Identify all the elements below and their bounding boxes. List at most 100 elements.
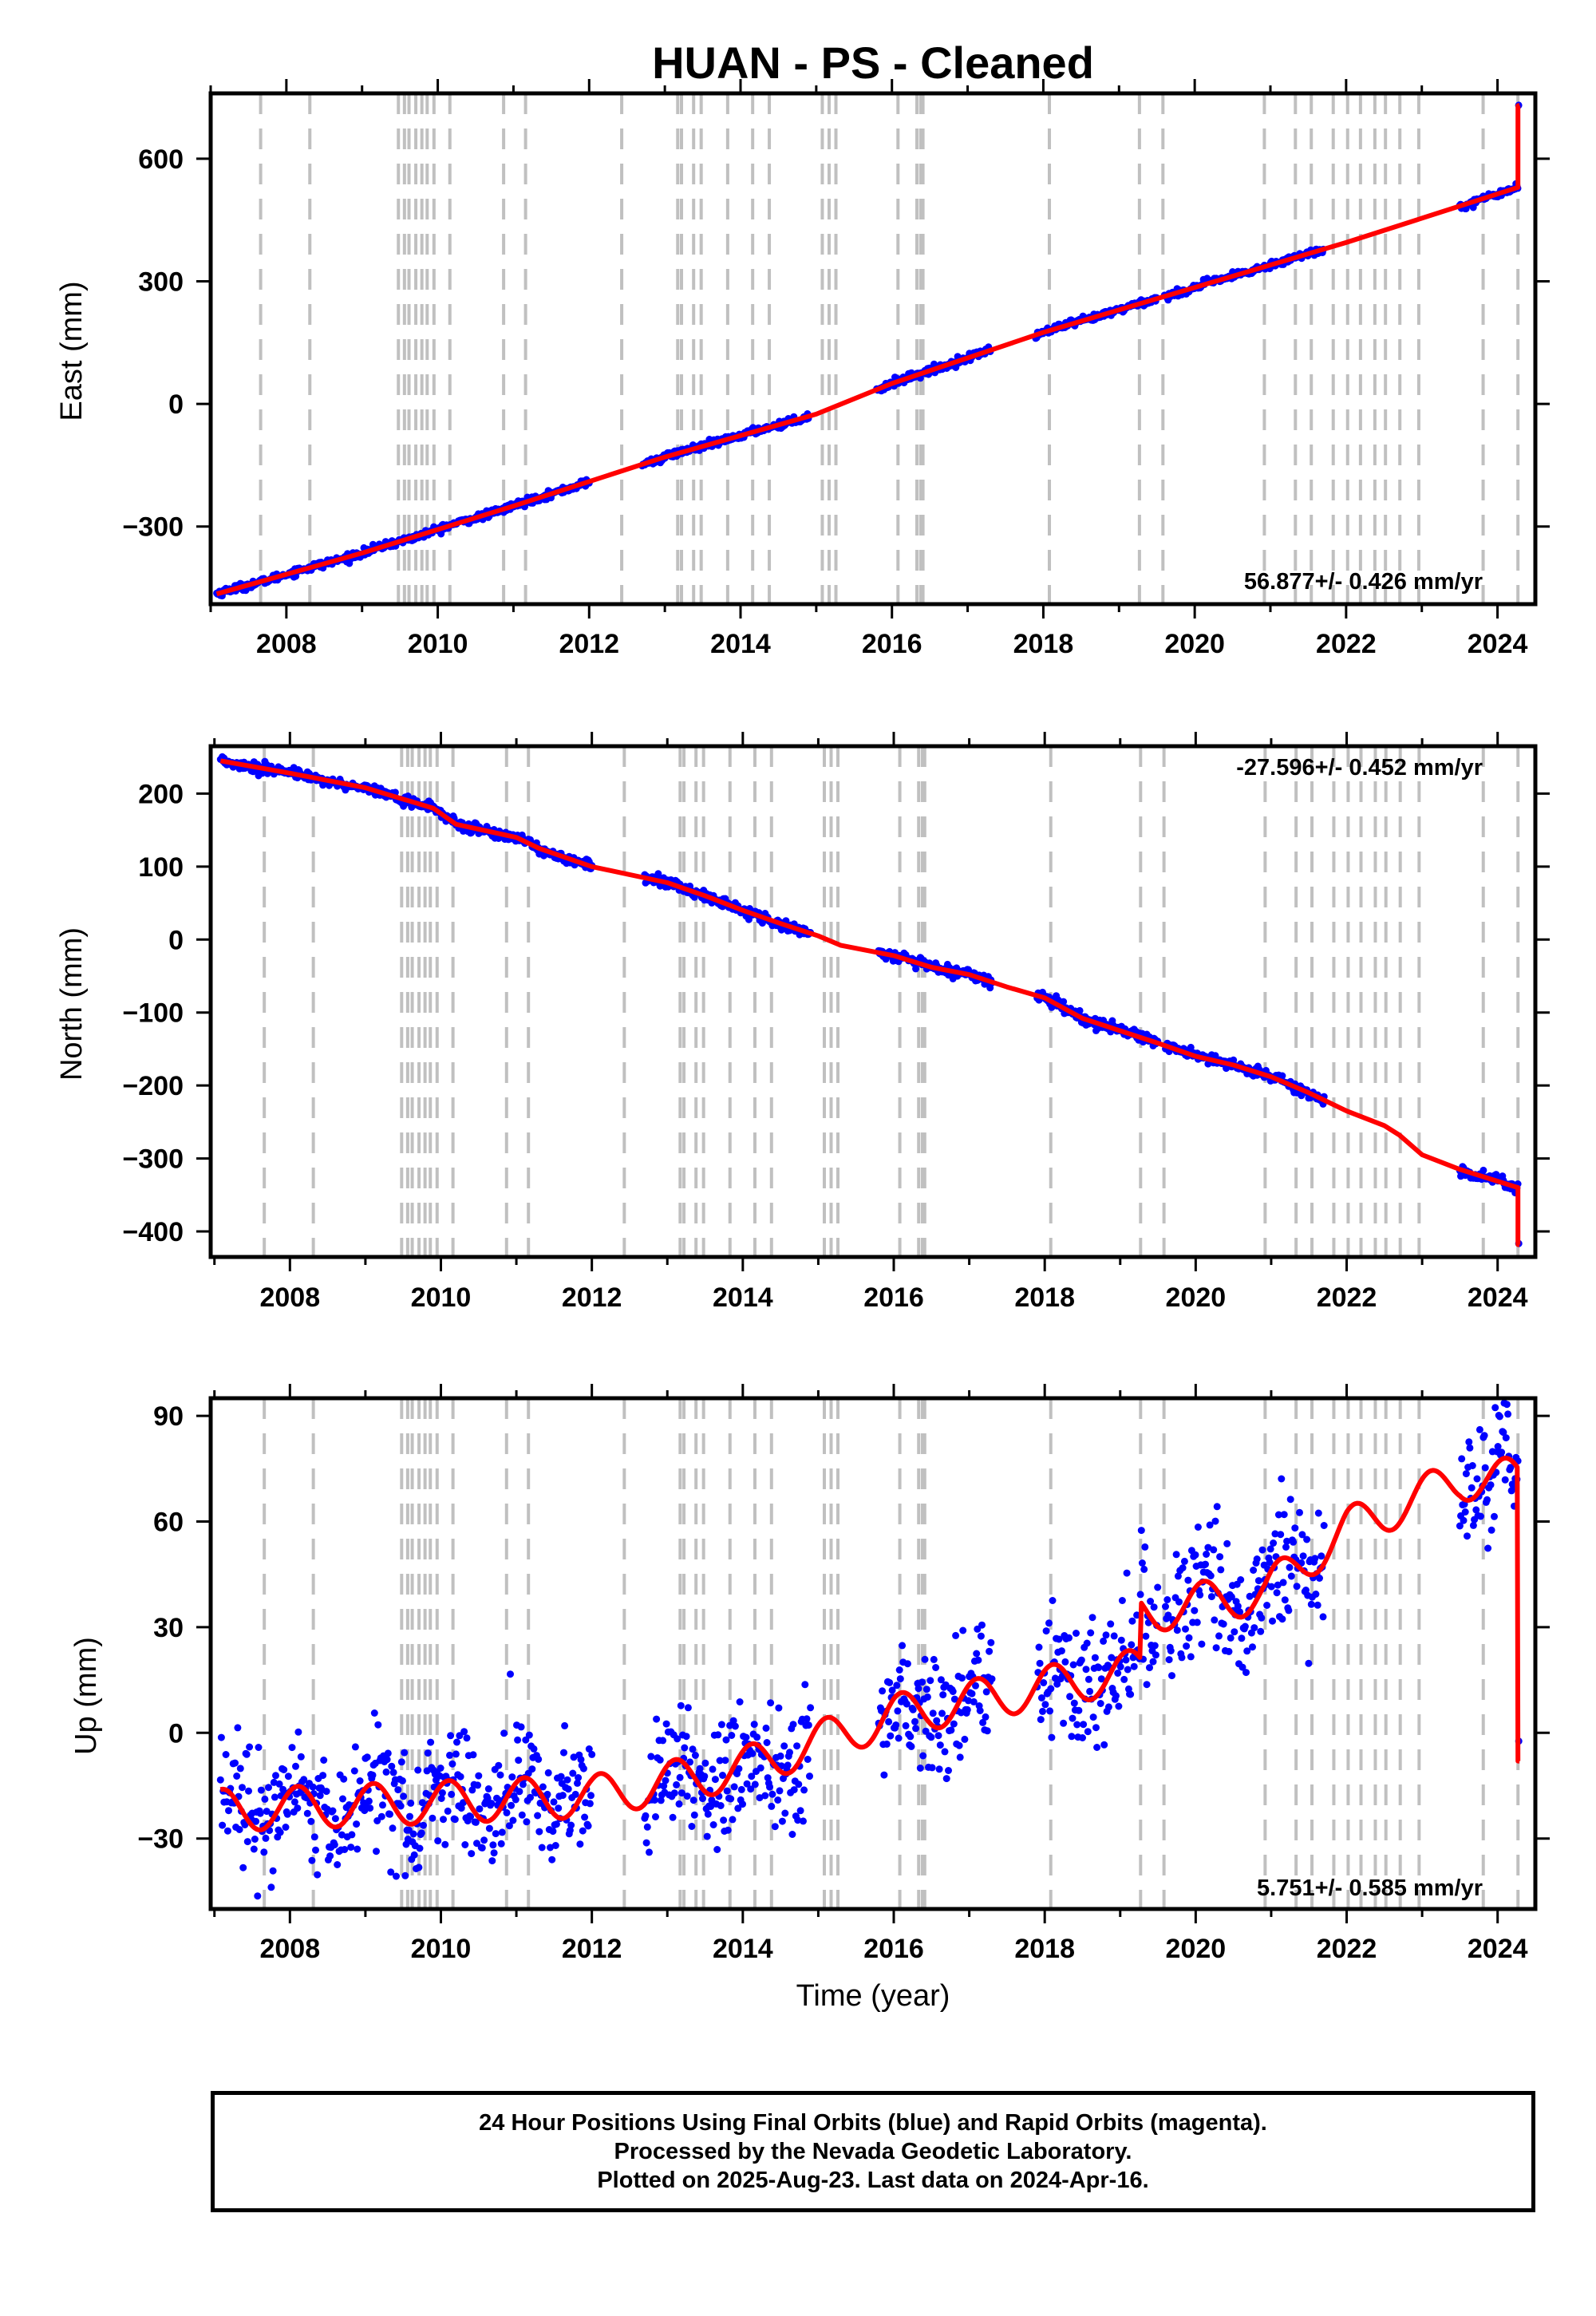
data-point: [1274, 1511, 1282, 1519]
data-point: [463, 1734, 471, 1742]
data-point: [369, 1771, 377, 1779]
data-point: [245, 1787, 252, 1795]
data-point: [1204, 1543, 1212, 1551]
data-point: [911, 1717, 918, 1725]
data-point: [569, 1769, 577, 1777]
data-point: [653, 1715, 661, 1723]
data-point: [707, 1803, 715, 1810]
data-point: [272, 1772, 279, 1780]
data-point: [1075, 1706, 1083, 1714]
data-point: [703, 1832, 711, 1840]
data-point: [514, 1736, 522, 1744]
data-point: [686, 1758, 694, 1766]
data-point: [716, 1757, 724, 1765]
data-point: [1286, 1563, 1294, 1571]
data-point: [1203, 1551, 1211, 1558]
data-point: [965, 1697, 972, 1705]
data-point: [939, 1691, 947, 1699]
data-point: [480, 1836, 488, 1844]
data-point: [539, 1783, 547, 1791]
up-plot-area: [216, 1398, 1523, 1909]
data-point: [1319, 1613, 1327, 1621]
data-point: [496, 1771, 504, 1779]
data-point: [796, 1807, 804, 1815]
data-point: [742, 1733, 750, 1741]
data-point: [1168, 1672, 1175, 1680]
data-point: [689, 1745, 697, 1753]
data-point: [507, 1670, 514, 1678]
data-point: [795, 1780, 803, 1788]
data-point: [775, 1704, 783, 1712]
data-point: [283, 1810, 291, 1818]
data-point: [902, 1721, 910, 1729]
data-point: [1495, 1413, 1503, 1421]
data-point: [488, 1857, 496, 1865]
footer-line-3: Plotted on 2025-Aug-23. Last data on 202…: [597, 2168, 1149, 2193]
data-point: [704, 1810, 712, 1818]
data-point: [916, 1765, 924, 1772]
data-point: [676, 1773, 684, 1781]
data-point: [350, 1767, 358, 1775]
data-point: [1266, 1545, 1274, 1553]
x-tick-label: 2008: [259, 1934, 320, 1964]
data-point: [1185, 1634, 1193, 1642]
data-point: [1151, 1642, 1159, 1650]
data-point: [1130, 1662, 1138, 1670]
data-point: [496, 1796, 504, 1804]
data-point: [982, 1713, 990, 1721]
data-point: [265, 1784, 272, 1792]
data-point: [495, 1761, 503, 1769]
data-point: [717, 1802, 725, 1809]
data-point: [535, 1755, 543, 1763]
data-point: [269, 1867, 277, 1875]
data-point: [1501, 1476, 1509, 1484]
data-point: [699, 1795, 706, 1803]
data-point: [544, 1769, 552, 1777]
data-point: [926, 1677, 934, 1685]
data-point: [267, 1883, 275, 1891]
data-point: [983, 1727, 991, 1735]
data-point: [397, 1802, 405, 1810]
data-point: [674, 1735, 681, 1743]
y-tick-label: 200: [138, 779, 184, 809]
data-point: [1280, 1511, 1288, 1519]
data-point: [579, 1765, 587, 1773]
data-point: [1137, 1527, 1145, 1535]
data-point: [1084, 1675, 1092, 1683]
data-point: [1491, 1404, 1499, 1412]
data-point: [1303, 1535, 1311, 1543]
data-point: [1100, 1741, 1108, 1749]
data-point: [401, 1749, 409, 1757]
data-point: [1293, 1583, 1301, 1591]
x-tick-label: 2014: [710, 629, 771, 659]
data-point: [236, 1765, 244, 1773]
data-point: [415, 1863, 423, 1871]
footer-line-1: 24 Hour Positions Using Final Orbits (bl…: [479, 2110, 1267, 2136]
data-point: [1316, 1575, 1323, 1582]
x-tick-label: 2014: [713, 1282, 773, 1313]
data-point: [1487, 1526, 1495, 1534]
data-point: [1127, 1690, 1135, 1698]
data-point: [950, 1695, 958, 1703]
data-point: [384, 1749, 392, 1757]
x-tick-label: 2024: [1468, 629, 1528, 659]
data-point: [1320, 1522, 1328, 1529]
data-point: [400, 1792, 408, 1800]
data-point: [225, 1807, 232, 1815]
data-point: [683, 1792, 691, 1800]
data-point: [468, 1786, 476, 1794]
data-point: [1060, 1719, 1068, 1727]
data-point: [735, 1765, 743, 1773]
data-point: [351, 1743, 359, 1751]
data-point: [976, 1707, 984, 1714]
data-point: [280, 1766, 288, 1773]
data-point: [440, 1816, 447, 1824]
data-point: [803, 1715, 811, 1723]
x-tick-label: 2012: [559, 629, 619, 659]
data-point: [930, 1655, 938, 1663]
data-point: [1498, 1448, 1506, 1456]
data-point: [1191, 1551, 1199, 1559]
data-point: [260, 1848, 268, 1856]
data-point: [1258, 1614, 1266, 1622]
data-point: [1152, 1651, 1159, 1659]
